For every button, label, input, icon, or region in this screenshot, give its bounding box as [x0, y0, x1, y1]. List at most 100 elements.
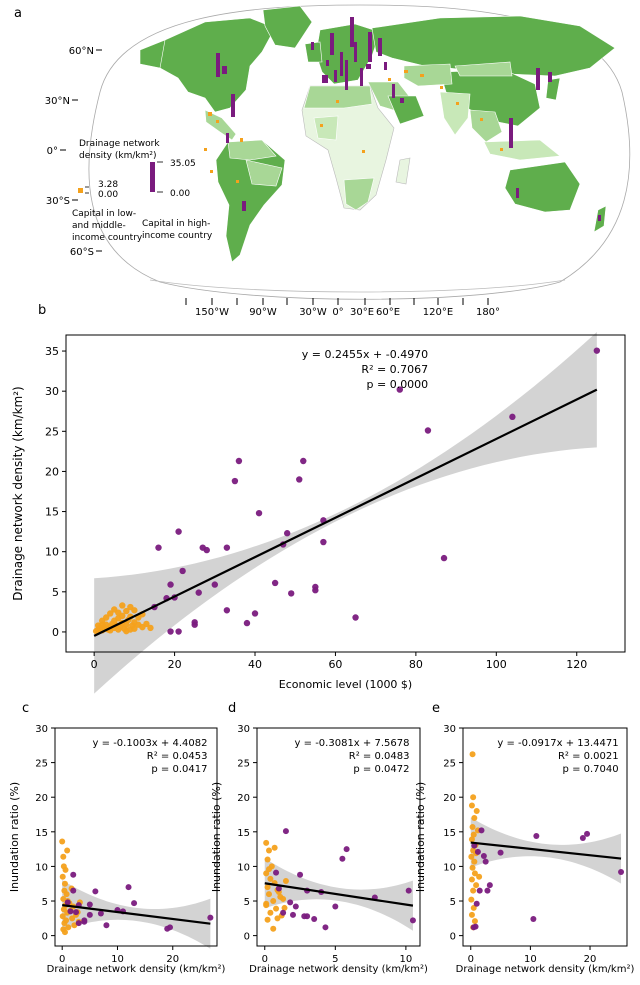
x-tick-label: 10	[524, 954, 537, 965]
x-tick-label: 5	[332, 954, 338, 965]
capital-bar	[598, 215, 601, 221]
data-point	[70, 887, 77, 894]
latitude-labels: 60°N 30°N 0° 30°S 60°S	[45, 46, 102, 258]
data-point	[265, 847, 272, 854]
data-point	[484, 887, 491, 894]
capital-bar	[326, 60, 329, 66]
capital-bar	[334, 70, 337, 82]
x-axis-label: Drainage network density (km/km²)	[456, 964, 635, 975]
fit-line	[93, 388, 598, 637]
data-point	[300, 457, 307, 465]
capital-bar	[354, 42, 357, 62]
capital-bar	[231, 94, 235, 117]
data-point	[223, 544, 231, 551]
lon-label: 150°W	[195, 307, 229, 318]
data-point	[470, 924, 477, 931]
data-point	[167, 924, 174, 931]
data-point	[97, 910, 104, 917]
data-point	[509, 413, 516, 421]
plot-frame	[256, 727, 421, 947]
data-point	[92, 888, 99, 895]
data-point	[223, 607, 231, 614]
y-tick-label: 15	[443, 828, 456, 839]
fit-annotation: p = 0.7040	[563, 764, 619, 775]
map-legend: Drainage network density (km/km²) 3.28 0…	[72, 139, 213, 243]
data-point	[73, 909, 80, 916]
data-point	[332, 903, 339, 910]
y-tick-label: 30	[237, 724, 250, 735]
data-point	[280, 895, 287, 902]
chart-c: 0 10 20 0 5 10 15 20 25 30 Drainage network densit…	[8, 724, 225, 975]
data-point	[470, 794, 477, 801]
data-point	[424, 427, 432, 434]
capital-bar	[509, 118, 513, 148]
data-point	[147, 624, 154, 632]
capital-bar	[350, 17, 354, 47]
data-point	[263, 839, 270, 846]
region-indonesia	[483, 139, 561, 161]
fit-line	[470, 841, 622, 860]
data-point	[255, 509, 263, 517]
data-point	[271, 844, 278, 851]
data-point	[131, 900, 138, 907]
fit-line	[62, 904, 211, 925]
region-west-africa	[313, 115, 339, 141]
data-point	[167, 581, 174, 588]
y-tick-label: 5	[244, 897, 250, 908]
data-point	[473, 900, 480, 907]
data-point	[468, 876, 475, 883]
data-point	[64, 847, 71, 854]
data-point	[175, 528, 182, 535]
y-tick-label: 5	[52, 586, 59, 599]
legend-high-caption: Capital in high-	[142, 219, 210, 229]
data-point	[59, 873, 66, 880]
data-point	[468, 836, 475, 843]
data-point	[497, 849, 504, 856]
region-greenland	[262, 5, 313, 49]
y-tick-label: 20	[237, 793, 250, 804]
data-point	[469, 823, 476, 830]
data-point	[69, 915, 76, 922]
region-india	[439, 91, 471, 136]
data-point	[207, 914, 214, 921]
capital-bar	[204, 148, 207, 151]
region-mongolia	[454, 61, 513, 77]
data-point	[468, 802, 475, 809]
fit-annotation: y = -0.0917x + 13.4471	[497, 738, 618, 749]
y-tick-label: 0	[52, 626, 59, 639]
capital-bar	[516, 188, 519, 198]
data-point	[243, 619, 251, 627]
x-tick-label: 20	[584, 954, 597, 965]
capital-bar	[311, 42, 314, 50]
lon-label: 60°E	[376, 307, 400, 318]
data-point	[270, 898, 277, 905]
x-tick-label: 40	[248, 658, 262, 671]
panel-label-b: b	[38, 303, 46, 318]
data-point	[320, 538, 327, 546]
data-point	[265, 866, 272, 873]
data-point	[199, 544, 206, 551]
data-point	[251, 610, 259, 617]
data-point	[405, 887, 412, 894]
data-point	[468, 911, 475, 918]
y-tick-label: 20	[443, 793, 456, 804]
data-point	[468, 896, 475, 903]
data-point	[125, 884, 132, 891]
data-point	[470, 831, 477, 838]
data-point	[60, 853, 67, 860]
region-japan	[545, 77, 561, 101]
plot-frame	[462, 727, 628, 947]
data-point	[468, 853, 475, 860]
panel-label-c: c	[22, 701, 29, 716]
data-point	[263, 900, 270, 907]
capital-bar	[440, 86, 443, 89]
capital-bar	[420, 74, 424, 77]
chart-e: 0 10 20 0 5 10 15 20 25 30 Drainage network densit…	[414, 724, 634, 975]
capital-bar	[400, 98, 404, 103]
y-tick-label: 15	[35, 828, 48, 839]
continent-australia	[504, 161, 581, 213]
data-point	[440, 554, 448, 562]
capital-bar	[500, 148, 503, 151]
data-point	[297, 871, 304, 878]
